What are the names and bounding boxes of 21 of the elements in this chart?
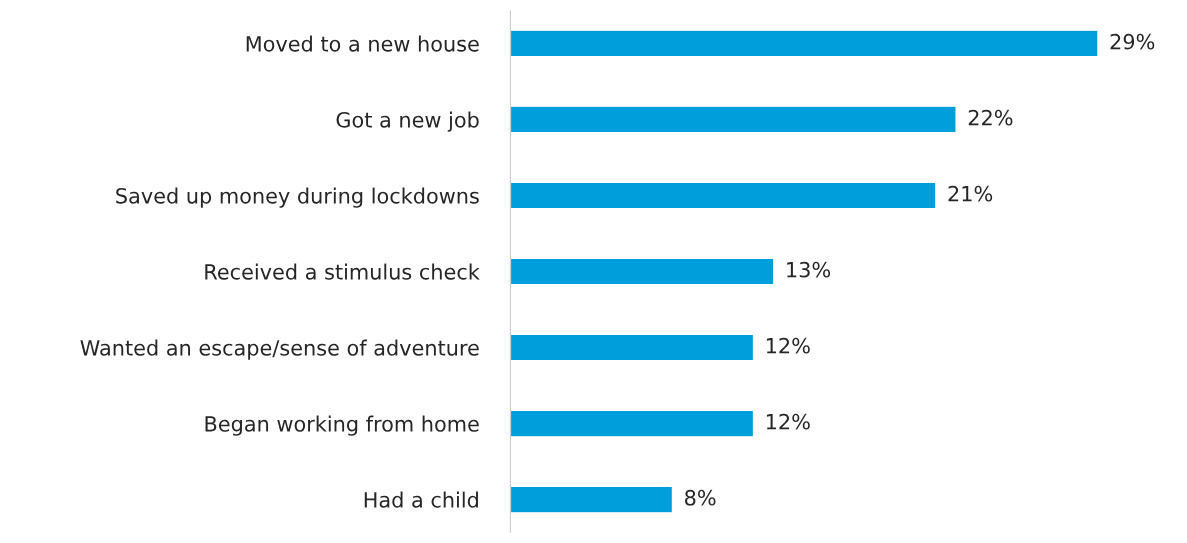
bar	[510, 485, 674, 514]
bar	[510, 409, 755, 438]
y-tick-label: Got a new job	[336, 111, 479, 132]
data-label: 22%	[968, 109, 1013, 126]
bar	[510, 333, 755, 362]
bar	[510, 105, 957, 134]
data-label: 12%	[766, 413, 810, 430]
data-label: 13%	[787, 261, 831, 278]
bar	[510, 257, 775, 286]
y-tick-label: Began working from home	[205, 415, 479, 436]
y-tick-label: Saved up money during lockdowns	[116, 187, 479, 208]
bar	[510, 181, 937, 210]
y-tick-label: Moved to a new house	[246, 35, 479, 52]
data-label: 12%	[766, 337, 810, 354]
y-tick-label: Wanted an escape/sense of adventure	[80, 339, 479, 360]
data-label: 8%	[685, 489, 716, 506]
y-tick-label: Received a stimulus check	[205, 263, 480, 280]
data-label: 29%	[1110, 33, 1155, 50]
y-tick-label: Had a child	[364, 491, 478, 508]
data-label: 21%	[948, 185, 993, 202]
bar	[510, 29, 1098, 58]
